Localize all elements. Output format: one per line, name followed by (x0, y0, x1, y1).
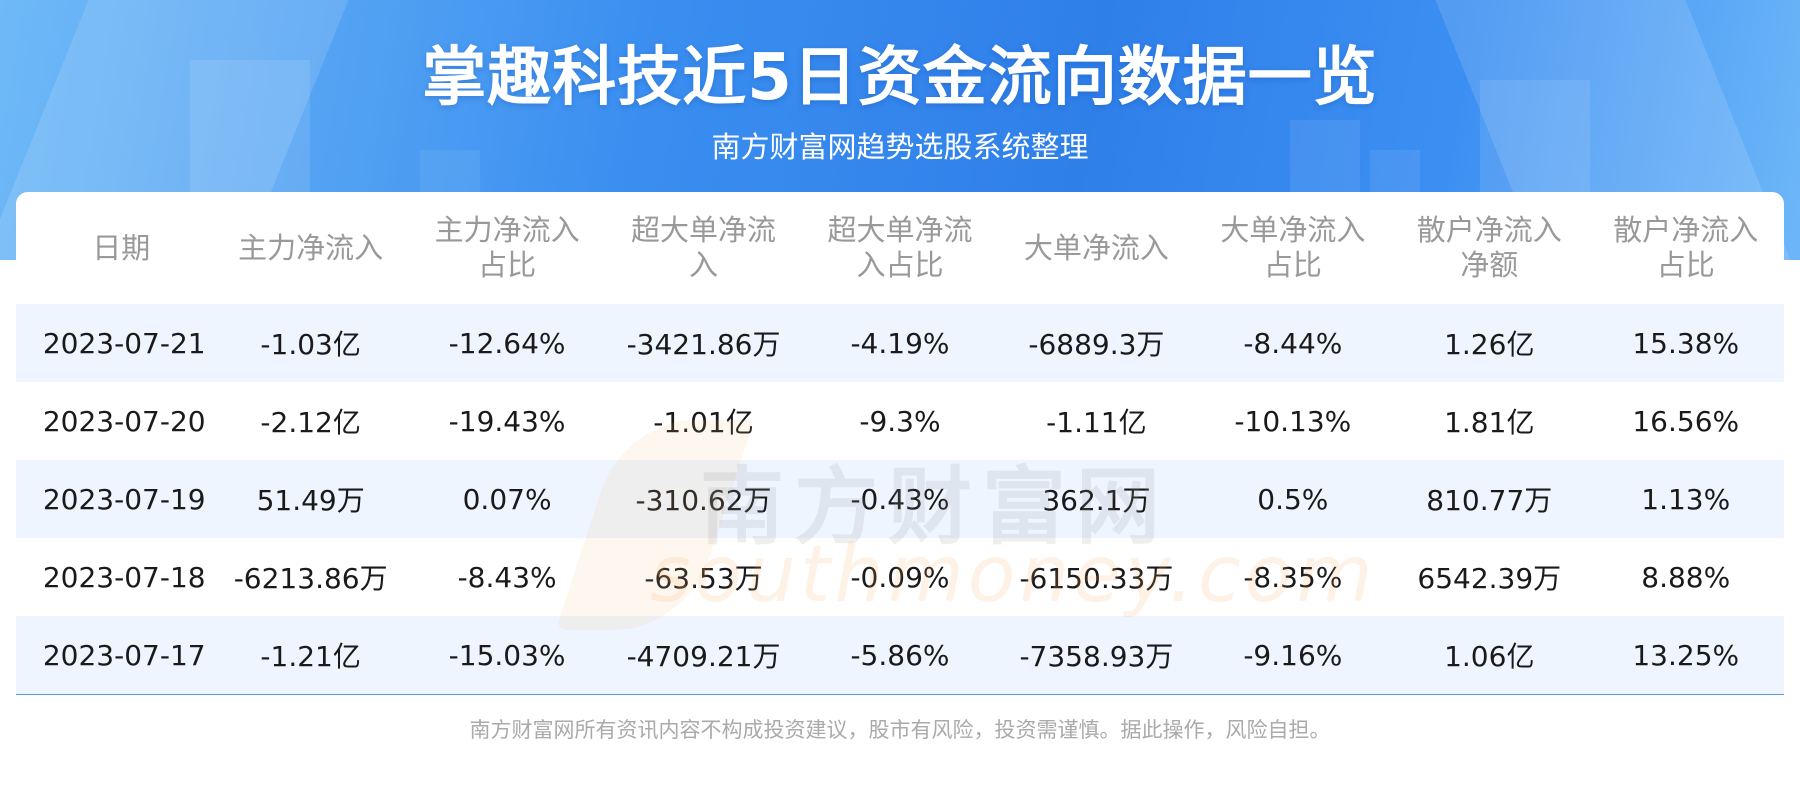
table-cell: 6542.39万 (1391, 538, 1588, 616)
column-header: 大单净流入 (998, 192, 1194, 304)
table-row: 2023-07-17 -1.21亿 -15.03% -4709.21万 -5.86% -7… (16, 616, 1784, 695)
table-cell: -6889.3万 (998, 304, 1195, 382)
column-header-line: 净额 (1460, 248, 1519, 282)
table-cell: -1.03亿 (212, 304, 409, 382)
fund-flow-table: 日期 主力净流入 主力净流入 占比 超大单净流入超大单净流 入占比 大单净流入 大单净流入 占比… (16, 192, 1784, 695)
table-cell: 51.49万 (212, 460, 409, 538)
table-row: 2023-07-21 -1.03亿 -12.64% -3421.86万 -4.19% -6… (16, 304, 1784, 382)
table-cell: -7358.93万 (998, 616, 1195, 695)
table-cell: -8.44% (1194, 304, 1392, 382)
table-cell: 1.26亿 (1391, 304, 1588, 382)
column-header-line: 超大单净流 (827, 213, 973, 247)
column-header: 大单净流入 占比 (1195, 192, 1391, 304)
column-header-line: 入 (689, 248, 719, 282)
date-cell: 2023-07-17 (16, 616, 213, 695)
page-title: 掌趣科技近5日资金流向数据一览 (422, 41, 1378, 115)
column-header-line: 占比 (478, 248, 537, 282)
table-cell: -6213.86万 (212, 538, 409, 616)
table-cell: -310.62万 (605, 460, 802, 538)
table-cell: -8.35% (1194, 538, 1392, 616)
table-cell: -0.43% (801, 460, 999, 538)
column-header-line: 日期 (92, 230, 151, 265)
table-cell: -63.53万 (605, 538, 802, 616)
column-header-line: 占比 (1263, 248, 1322, 282)
column-header: 超大单净流入 (605, 192, 801, 304)
table-cell: 13.25% (1587, 616, 1784, 695)
table-row: 2023-07-20 -2.12亿 -19.43% -1.01亿 -9.3% -1.11亿… (16, 382, 1784, 460)
table-cell: -3421.86万 (605, 304, 802, 382)
table-cell: -10.13% (1194, 382, 1392, 460)
column-header-line: 超大单净流 (631, 213, 777, 247)
table-cell: -4.19% (801, 304, 999, 382)
column-header: 散户净流入 净额 (1391, 192, 1587, 304)
table-cell: 362.1万 (998, 460, 1195, 538)
column-header-line: 主力净流入 (238, 230, 384, 265)
table-cell: -8.43% (408, 538, 606, 616)
table-cell: 0.5% (1194, 460, 1392, 538)
table-row: 2023-07-18 -6213.86万 -8.43% -63.53万 -0.09% -6… (16, 538, 1784, 616)
column-header-line: 主力净流入 (434, 213, 580, 247)
column-header: 超大单净流 入占比 (802, 192, 998, 304)
table-cell: 1.81亿 (1391, 382, 1588, 460)
table-cell: -1.21亿 (212, 616, 409, 695)
table-cell: -9.3% (801, 382, 999, 460)
column-header: 主力净流入 占比 (409, 192, 605, 304)
table-cell: 810.77万 (1391, 460, 1588, 538)
column-header-line: 大单净流入 (1023, 230, 1169, 265)
table-cell: 0.07% (408, 460, 606, 538)
table-cell: -5.86% (801, 616, 999, 695)
table-cell: -1.11亿 (998, 382, 1195, 460)
table-cell: 1.13% (1587, 460, 1784, 538)
column-header-line: 散户净流入 (1613, 213, 1759, 247)
table-cell: -0.09% (801, 538, 999, 616)
date-cell: 2023-07-20 (16, 382, 213, 460)
table-header-row: 日期 主力净流入 主力净流入 占比 超大单净流入超大单净流 入占比 大单净流入 大单净流入 占比… (16, 192, 1784, 304)
column-header-line: 大单净流入 (1220, 213, 1366, 247)
table-cell: 15.38% (1587, 304, 1784, 382)
table-cell: 16.56% (1587, 382, 1784, 460)
table-body: 2023-07-21 -1.03亿 -12.64% -3421.86万 -4.19% -6… (16, 304, 1784, 695)
table-cell: -6150.33万 (998, 538, 1195, 616)
column-header-line: 散户净流入 (1416, 213, 1562, 247)
column-header: 日期 (16, 192, 212, 304)
column-header-line: 入占比 (856, 248, 944, 282)
column-header: 散户净流入 占比 (1588, 192, 1785, 304)
date-cell: 2023-07-18 (16, 538, 213, 616)
date-cell: 2023-07-19 (16, 460, 213, 538)
table-cell: -19.43% (408, 382, 606, 460)
column-header: 主力净流入 (212, 192, 408, 304)
table-cell: -1.01亿 (605, 382, 802, 460)
table-cell: 8.88% (1587, 538, 1784, 616)
page-subtitle: 南方财富网趋势选股系统整理 (711, 130, 1089, 164)
table-cell: -2.12亿 (212, 382, 409, 460)
table-cell: -12.64% (408, 304, 606, 382)
table-cell: -9.16% (1194, 616, 1392, 695)
table-row: 2023-07-19 51.49万 0.07% -310.62万 -0.43% 362.1… (16, 460, 1784, 538)
table-cell: -15.03% (408, 616, 606, 695)
column-header-line: 占比 (1656, 248, 1715, 282)
date-cell: 2023-07-21 (16, 304, 213, 382)
table-cell: -4709.21万 (605, 616, 802, 695)
table-cell: 1.06亿 (1391, 616, 1588, 695)
disclaimer-text: 南方财富网所有资讯内容不构成投资建议，股市有风险，投资需谨慎。据此操作，风险自担… (469, 718, 1331, 742)
